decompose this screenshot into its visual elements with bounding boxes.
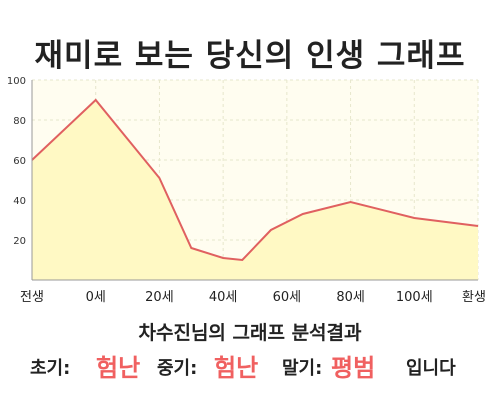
y-tick-label: 80	[13, 116, 26, 127]
life-curve-area	[32, 100, 478, 280]
late-stage-label: 말기:	[282, 358, 323, 379]
x-tick-label: 환생	[462, 290, 486, 305]
mid-stage-label: 중기:	[157, 358, 198, 379]
y-tick-labels: 20 40 60 80 100	[7, 76, 26, 247]
life-curve-line	[31, 98, 479, 262]
mid-stage-value: 험난	[214, 354, 259, 382]
page-title: 재미로 보는 당신의 인생 그래프	[34, 38, 466, 74]
early-stage-value: 험난	[96, 354, 141, 382]
y-tick-label: 60	[13, 156, 26, 167]
life-graph-chart: 20 40 60 80 100 전생 0세 20세 40세 60세 80세 100세 환생	[7, 76, 486, 305]
x-tick-label: 20세	[145, 290, 174, 305]
x-tick-label: 60세	[273, 290, 302, 305]
y-tick-label: 40	[13, 196, 26, 207]
x-tick-labels: 전생 0세 20세 40세 60세 80세 100세 환생	[20, 290, 486, 305]
y-tick-label: 20	[13, 236, 26, 247]
late-stage-value: 평범	[331, 354, 376, 382]
analysis-subject: 차수진님의 그래프 분석결과	[138, 322, 362, 344]
early-stage-label: 초기:	[30, 358, 71, 379]
y-tick-label: 100	[7, 76, 26, 87]
x-tick-label: 100세	[396, 290, 433, 305]
x-tick-label: 0세	[86, 290, 106, 305]
x-tick-label: 전생	[20, 290, 44, 305]
x-tick-label: 80세	[336, 290, 365, 305]
x-tick-label: 40세	[209, 290, 238, 305]
result-ending: 입니다	[406, 358, 456, 379]
